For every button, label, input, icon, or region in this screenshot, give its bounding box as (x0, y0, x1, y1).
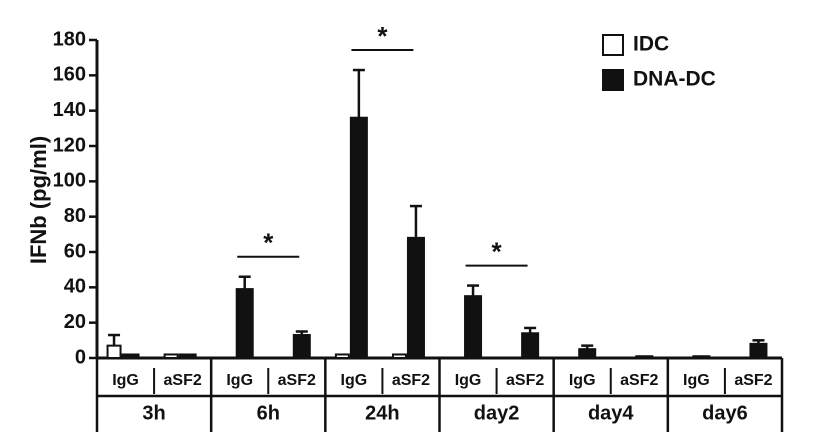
y-tick-label: 80 (64, 205, 86, 227)
significance-label: * (263, 228, 274, 258)
bar (121, 353, 140, 360)
error-bar (108, 333, 121, 346)
x-tick-label: aSF2 (506, 372, 544, 389)
group-label: 24h (365, 402, 399, 424)
x-tick-label: aSF2 (734, 372, 772, 389)
bar (749, 342, 768, 360)
error-bar (238, 275, 251, 290)
y-tick-label: 40 (64, 276, 86, 298)
bar (578, 348, 597, 359)
legend-swatch (602, 69, 624, 91)
y-tick-label: 140 (53, 99, 86, 121)
legend-label: IDC (633, 33, 669, 56)
x-tick-label: IgG (455, 372, 482, 389)
error-bar (467, 284, 480, 297)
x-tick-label: IgG (341, 372, 368, 389)
y-tick-label: 120 (53, 134, 86, 156)
x-tick-label: IgG (683, 372, 710, 389)
bar (349, 116, 368, 359)
legend-swatch (602, 34, 624, 56)
bar (235, 288, 254, 360)
x-tick-label: aSF2 (278, 372, 316, 389)
x-tick-label: IgG (112, 372, 139, 389)
y-axis-label: IFNb (pg/ml) (26, 136, 51, 264)
y-tick-label: 160 (53, 64, 86, 86)
y-tick-label: 100 (53, 170, 86, 192)
bar (178, 353, 197, 360)
y-tick-label: 60 (64, 240, 86, 262)
x-tick-label: IgG (569, 372, 596, 389)
y-tick-label: 0 (75, 346, 86, 368)
group-label: day2 (474, 402, 520, 424)
bar (163, 353, 179, 360)
group-label: 6h (257, 402, 280, 424)
bar (635, 355, 654, 360)
x-tick-label: aSF2 (164, 372, 202, 389)
bar (334, 353, 350, 360)
bar (391, 353, 407, 360)
y-tick-label: 20 (64, 311, 86, 333)
bar (292, 334, 311, 359)
bar (521, 332, 540, 359)
x-tick-label: aSF2 (392, 372, 430, 389)
bar (106, 344, 122, 359)
significance-label: * (492, 236, 503, 266)
legend-label: DNA-DC (633, 68, 716, 91)
group-label: day4 (588, 402, 634, 424)
group-label: day6 (702, 402, 748, 424)
x-tick-label: IgG (226, 372, 253, 389)
x-tick-label: aSF2 (620, 372, 658, 389)
group-label: 3h (142, 402, 165, 424)
bar (406, 236, 425, 359)
significance-label: * (377, 21, 388, 51)
y-tick-label: 180 (53, 28, 86, 50)
error-bar (352, 68, 365, 118)
bar (692, 355, 711, 360)
bar (464, 295, 483, 359)
error-bar (409, 204, 422, 238)
